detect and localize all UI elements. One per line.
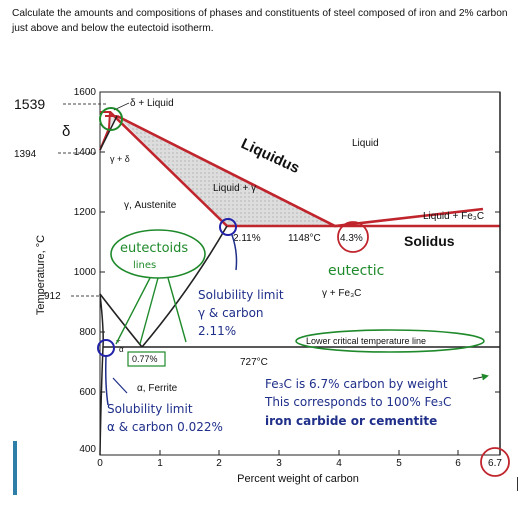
end-circle-67 xyxy=(480,447,510,477)
y-mark-912: 912 xyxy=(44,291,61,302)
lower-critical-ellipse xyxy=(295,329,485,353)
x-tick-label: 6 xyxy=(455,458,461,469)
fe3c-note-2: This corresponds to 100% Fe₃C xyxy=(264,395,451,409)
blue-arrow-077 xyxy=(105,355,109,406)
solubility-gamma-3: 2.11% xyxy=(198,324,236,338)
c077-box xyxy=(127,351,166,367)
region-liquid-gamma: Liquid + γ xyxy=(213,183,256,194)
eutectoid-arrow-b xyxy=(139,277,159,345)
blue-arrow-211 xyxy=(231,234,238,271)
solubility-gamma-1: Solubility limit xyxy=(198,288,284,302)
point-label-43: 4.3% xyxy=(340,233,363,244)
x-ticks xyxy=(159,450,459,455)
blue-circle-211 xyxy=(219,218,237,236)
acm-line xyxy=(141,225,228,348)
y-tick-label: 400 xyxy=(79,444,96,455)
question-text: Calculate the amounts and compositions o… xyxy=(12,8,508,34)
eutectic-circle xyxy=(337,221,369,253)
x-tick-label: 3 xyxy=(276,458,282,469)
solidus-label: Solidus xyxy=(404,233,455,249)
point-label-1148: 1148°C xyxy=(288,233,321,244)
region-delta: δ xyxy=(62,123,70,140)
liquidus-label: Liquidus xyxy=(238,135,302,177)
eutectoid-annotation: eutectoids xyxy=(120,241,188,256)
point-label-077: 0.77% xyxy=(132,354,158,364)
y-tick-label: 1000 xyxy=(74,267,97,278)
y-tick-label: 1200 xyxy=(74,207,97,218)
point-label-211: 2.11% xyxy=(233,233,261,244)
eutectoid-lines-annotation: lines xyxy=(133,260,156,271)
solubility-alpha-2: α & carbon 0.022% xyxy=(107,420,223,434)
x-axis-label: Percent weight of carbon xyxy=(237,473,359,485)
y-ticks xyxy=(100,91,500,393)
eutectoid-arrow-c xyxy=(167,277,187,343)
alpha-solvus xyxy=(99,293,104,456)
text-cursor xyxy=(517,477,518,491)
y-mark-1394: 1394 xyxy=(14,149,37,160)
gamma-delta-boundary xyxy=(99,115,118,151)
region-liquid: Liquid xyxy=(352,138,379,149)
ferrite-arrow xyxy=(112,377,128,394)
left-accent-bar xyxy=(13,441,17,495)
region-gamma-fe3c: γ + Fe₃C xyxy=(322,288,361,299)
a3-line xyxy=(99,293,143,348)
y-tick-label: 1400 xyxy=(74,147,97,158)
fe3c-note-1: Fe₃C is 6.7% carbon by weight xyxy=(265,377,448,391)
solubility-gamma-2: γ & carbon xyxy=(198,306,264,320)
region-gamma-delta: γ + δ xyxy=(110,154,130,164)
region-delta-liquid: δ + Liquid xyxy=(130,98,174,109)
y-tick-label: 1600 xyxy=(74,87,97,98)
y-tick-label: 800 xyxy=(79,327,96,338)
region-liquid-fe3c: Liquid + Fe₃C xyxy=(423,211,484,222)
region-austenite: γ, Austenite xyxy=(124,200,177,211)
y-axis-label: Temperature, °C xyxy=(35,235,47,315)
x-tick-label: 2 xyxy=(216,458,222,469)
region-alpha-small: α xyxy=(119,345,124,354)
x-tick-label: 1 xyxy=(157,458,163,469)
x-tick-label: 0 xyxy=(97,458,103,469)
green-circle-top xyxy=(99,107,123,131)
lower-critical-label: Lower critical temperature line xyxy=(306,336,426,346)
liquidus-line xyxy=(109,111,228,227)
eutectic-annotation: eutectic xyxy=(328,263,384,279)
y-mark-1539: 1539 xyxy=(14,96,45,112)
region-ferrite: α, Ferrite xyxy=(137,383,178,394)
right-arrow xyxy=(472,373,489,381)
x-tick-label: 4 xyxy=(336,458,342,469)
delta-boundary xyxy=(99,111,112,151)
x-end-mark: 6.7 xyxy=(488,458,502,469)
solubility-alpha-1: Solubility limit xyxy=(107,402,193,416)
eutectoid-arrow-a xyxy=(115,277,151,345)
x-tick-label: 5 xyxy=(396,458,402,469)
point-label-727: 727°C xyxy=(240,357,268,368)
y-tick-label: 600 xyxy=(79,387,96,398)
fe3c-note-3: iron carbide or cementite xyxy=(265,414,437,428)
